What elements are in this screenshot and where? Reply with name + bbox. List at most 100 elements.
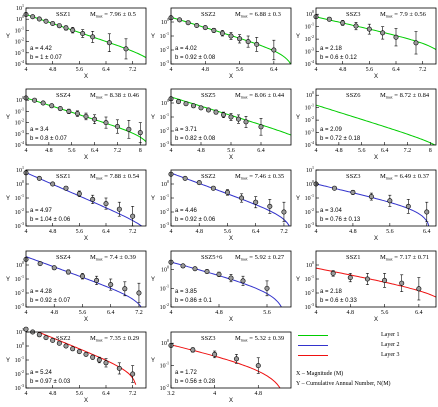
data-point <box>103 120 109 126</box>
y-tick-label: 10-1 <box>15 25 24 34</box>
b-value: b = 1 ± 0.07 <box>30 55 62 61</box>
y-tick-label: 100 <box>161 338 169 347</box>
data-point <box>130 213 136 219</box>
data-point <box>103 201 109 207</box>
x-tick-label: 6.4 <box>381 148 389 154</box>
data-point <box>413 40 419 46</box>
data-point <box>116 365 122 371</box>
y-tick-label: 10-2 <box>160 45 169 54</box>
x-tick-label: 5.6 <box>79 310 87 316</box>
data-point <box>126 126 132 132</box>
panel-title: SSZ4 <box>56 254 71 261</box>
data-point <box>221 112 227 118</box>
panel-8: 100 10-1 10-2 10-34 4.8 5.6 6.4 7.2 X Y SSZ2 Mmax =… <box>151 169 292 242</box>
y-tick-label: 100 <box>306 179 314 188</box>
x-tick-label: 4.8 <box>215 310 223 316</box>
x-tick-label: 5.6 <box>224 229 232 235</box>
data-point <box>192 266 198 272</box>
data-point <box>63 25 69 31</box>
y-axis-label: Y <box>151 34 155 40</box>
data-point <box>76 191 82 197</box>
data-point <box>90 196 96 202</box>
x-tick-label: 4.8 <box>202 67 210 73</box>
y-tick-label: 100 <box>161 179 169 188</box>
y-tick-label: 10-3 <box>15 302 24 311</box>
x-tick-label: 4.8 <box>347 310 355 316</box>
x-axis-label: X <box>84 155 88 161</box>
x-axis-note: X – Magnitude (M) <box>296 371 344 377</box>
panel-14: 100 10-1 10-23.2 4 4.8 X Y SSZ3 Mmax = 5.32 ± 0.… <box>151 331 292 404</box>
y-tick-label: 10-3 <box>305 47 314 56</box>
a-value: a = 4.46 <box>175 208 198 214</box>
plot-frame <box>25 88 147 146</box>
y-tick-label: 10-4 <box>15 140 24 149</box>
b-value: b = 0.6 ± 0.12 <box>320 55 357 61</box>
x-axis-label: X <box>374 236 378 242</box>
data-point <box>253 199 259 205</box>
x-tick-label: 5.6 <box>227 148 235 154</box>
data-point <box>185 20 191 26</box>
panel-11: 100 10-1 10-24 4.8 5.6 X Y SSZ5+6 Mmax = 5.92 ± … <box>151 250 292 323</box>
data-point <box>326 16 332 22</box>
data-point <box>405 203 411 209</box>
y-axis-label: Y <box>6 277 10 283</box>
fit-curve <box>316 16 436 51</box>
y-tick-label: 10-3 <box>15 48 24 57</box>
data-point <box>90 354 96 360</box>
legend-label-layer-3: Layer 3 <box>381 352 400 358</box>
x-tick-label: 4 <box>25 310 28 316</box>
x-tick-label: 5.6 <box>236 67 244 73</box>
x-tick-label: 6.4 <box>423 229 431 235</box>
panel-1: 101 100 10-1 10-2 10-3 10-44 4.8 5.6 6.4 7.2 X Y SSZ… <box>6 3 147 80</box>
data-point <box>347 275 353 281</box>
x-tick-label: 4.8 <box>349 229 357 235</box>
x-tick-label: 5.6 <box>68 148 76 154</box>
x-tick-label: 6.4 <box>107 310 115 316</box>
x-tick-label: 6.4 <box>91 148 99 154</box>
a-value: a = 3.85 <box>175 289 198 295</box>
legend-label-layer-2: Layer 2 <box>381 342 400 348</box>
a-value: a = 2.09 <box>320 127 343 133</box>
mmax-label: Mmax = 7.35 ± 0.29 <box>90 335 139 343</box>
data-point <box>56 23 62 29</box>
x-tick-label: 4.8 <box>197 148 205 154</box>
y-axis-label: Y <box>6 196 10 202</box>
y-tick-label: 10-3 <box>15 383 24 392</box>
x-tick-label: 5.6 <box>76 67 84 73</box>
x-tick-label: 7.2 <box>419 67 427 73</box>
x-axis-label: X <box>229 236 233 242</box>
mmax-label: Mmax = 6.49 ± 0.37 <box>380 173 430 181</box>
y-tick-label: 10-1 <box>305 274 314 283</box>
b-value: b = 0.92 ± 0.07 <box>30 298 71 304</box>
data-point <box>224 189 230 195</box>
fit-curve <box>171 344 281 388</box>
y-tick-label: 10-1 <box>305 103 314 112</box>
panel-13: 101 100 10-1 10-2 10-34 4.8 5.6 6.4 7.2 X Y SSZ2 Mma… <box>6 326 147 404</box>
x-axis-label: X <box>374 74 378 80</box>
y-tick-label: 10-1 <box>160 361 169 370</box>
data-point <box>137 130 143 136</box>
data-point <box>350 189 356 195</box>
y-axis-label: Y <box>151 115 155 121</box>
y-tick-label: 101 <box>16 327 24 336</box>
data-point <box>108 282 114 288</box>
data-point <box>83 351 89 357</box>
x-tick-label: 4.8 <box>49 67 57 73</box>
x-tick-label: 4 <box>25 148 28 154</box>
data-point <box>204 269 210 275</box>
data-point <box>63 185 69 191</box>
x-axis-label: X <box>84 317 88 323</box>
y-tick-label: 10-3 <box>305 221 314 230</box>
panel-2: 100 10-1 10-2 10-34 4.8 5.6 6.4 X Y SSZ2 Mmax = 6.… <box>151 7 292 80</box>
b-value: b = 0.92 ± 0.08 <box>175 55 216 61</box>
data-point <box>63 343 69 349</box>
data-point <box>80 31 86 37</box>
y-tick-label: 10-3 <box>15 129 24 138</box>
y-tick-label: 10-1 <box>160 112 169 121</box>
mmax-label: Mmax = 7.88 ± 0.54 <box>90 173 140 181</box>
data-point <box>281 209 287 215</box>
x-tick-label: 3.2 <box>167 391 175 397</box>
panel-title: SSZ1 <box>56 173 70 180</box>
data-point <box>245 39 251 45</box>
x-tick-label: 7.2 <box>404 148 412 154</box>
